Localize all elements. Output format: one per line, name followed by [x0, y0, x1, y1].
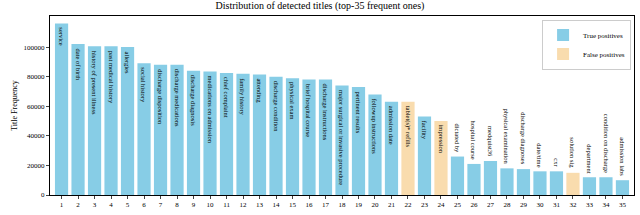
svg-text:Distribution of detected title: Distribution of detected titles (top-35 … — [216, 0, 425, 12]
svg-text:100000: 100000 — [24, 44, 46, 52]
svg-text:33: 33 — [586, 201, 594, 209]
svg-text:14: 14 — [273, 201, 281, 209]
svg-text:discharge disposition: discharge disposition — [157, 69, 164, 125]
svg-text:23: 23 — [421, 201, 429, 209]
svg-text:1: 1 — [60, 201, 64, 209]
svg-text:service: service — [58, 27, 65, 46]
svg-text:discharge condition: discharge condition — [273, 81, 280, 133]
svg-text:discharge diagnosis: discharge diagnosis — [190, 75, 197, 126]
svg-text:35: 35 — [619, 201, 627, 209]
svg-text:21: 21 — [388, 201, 396, 209]
svg-text:20: 20 — [371, 201, 379, 209]
svg-text:16: 16 — [306, 201, 314, 209]
svg-text:Title Frequency: Title Frequency — [10, 80, 19, 131]
svg-text:19: 19 — [355, 201, 363, 209]
svg-text:admission labs: admission labs — [619, 137, 626, 176]
svg-text:9: 9 — [192, 201, 196, 209]
svg-text:True positives: True positives — [583, 32, 623, 40]
svg-text:2: 2 — [76, 201, 80, 209]
svg-text:medications on admission: medications on admission — [207, 75, 214, 143]
svg-text:brief hospital course: brief hospital course — [305, 84, 312, 137]
svg-text:28: 28 — [503, 201, 511, 209]
svg-text:8: 8 — [175, 201, 179, 209]
svg-text:discharge instructions: discharge instructions — [322, 84, 329, 141]
svg-text:dictated by: dictated by — [454, 124, 461, 153]
svg-text:18: 18 — [339, 201, 347, 209]
svg-text:False positives: False positives — [583, 51, 625, 59]
svg-text:22: 22 — [404, 201, 412, 209]
svg-text:0: 0 — [41, 191, 45, 199]
svg-text:6: 6 — [142, 201, 146, 209]
svg-text:allergies: allergies — [124, 52, 131, 74]
svg-text:condition on discharge: condition on discharge — [603, 114, 610, 173]
svg-text:34: 34 — [602, 201, 610, 209]
svg-text:10: 10 — [207, 201, 215, 209]
svg-text:pertinent results: pertinent results — [355, 92, 362, 134]
svg-text:4: 4 — [109, 201, 113, 209]
svg-text:department: department — [586, 144, 593, 173]
svg-text:history of present illness: history of present illness — [91, 51, 98, 115]
svg-text:26: 26 — [470, 201, 478, 209]
svg-text:chief complaint: chief complaint — [223, 77, 230, 118]
svg-text:5: 5 — [126, 201, 130, 209]
svg-text:25: 25 — [454, 201, 462, 209]
svg-text:discharge diagnoses: discharge diagnoses — [520, 112, 527, 165]
svg-text:date/time: date/time — [536, 143, 543, 167]
svg-text:15: 15 — [289, 201, 297, 209]
svg-text:3: 3 — [93, 201, 97, 209]
svg-text:medquist36: medquist36 — [487, 126, 494, 157]
svg-text:12: 12 — [240, 201, 248, 209]
svg-text:attending: attending — [256, 78, 263, 103]
svg-text:20000: 20000 — [27, 162, 45, 170]
svg-text:27: 27 — [487, 201, 495, 209]
svg-text:impression: impression — [438, 125, 445, 154]
svg-text:17: 17 — [322, 201, 330, 209]
svg-text:31: 31 — [553, 201, 561, 209]
svg-text:major surgical or invasive pro: major surgical or invasive procedure — [338, 90, 345, 185]
svg-text:80000: 80000 — [27, 73, 45, 81]
svg-text:discharge medications: discharge medications — [174, 69, 181, 127]
svg-text:hospital course: hospital course — [470, 120, 477, 159]
svg-text:29: 29 — [520, 201, 528, 209]
svg-text:facility: facility — [421, 121, 428, 140]
svg-text:13: 13 — [256, 201, 264, 209]
svg-text:11: 11 — [223, 201, 230, 209]
svg-text:30: 30 — [536, 201, 544, 209]
svg-text:tablet(s)* refills: tablet(s)* refills — [404, 106, 412, 148]
svg-text:60000: 60000 — [27, 103, 45, 111]
svg-text:cxr: cxr — [553, 158, 560, 167]
svg-text:7: 7 — [159, 201, 163, 209]
svg-text:32: 32 — [569, 201, 577, 209]
svg-text:solution sig: solution sig — [569, 137, 576, 168]
svg-text:date of birth: date of birth — [75, 49, 82, 82]
svg-text:physical examination: physical examination — [503, 108, 510, 164]
svg-text:physical exam: physical exam — [289, 82, 296, 119]
svg-text:social history: social history — [140, 67, 147, 103]
svg-text:family history: family history — [239, 78, 246, 115]
svg-text:40000: 40000 — [27, 132, 45, 140]
svg-text:followup instructions: followup instructions — [371, 98, 378, 154]
svg-text:admission date: admission date — [388, 106, 395, 145]
svg-text:24: 24 — [437, 201, 445, 209]
svg-text:past medical history: past medical history — [108, 51, 115, 104]
